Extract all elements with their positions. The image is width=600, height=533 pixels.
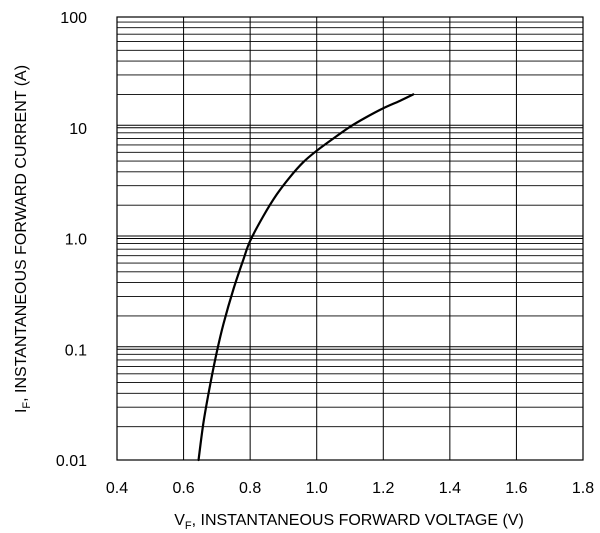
x-tick-label: 1.2 (372, 480, 394, 497)
y-axis-title-rest: , INSTANTANEOUS FORWARD CURRENT (A) (13, 65, 30, 402)
y-tick-label: 0.01 (56, 453, 87, 470)
x-tick-label: 1.4 (439, 480, 461, 497)
plot-frame (116, 16, 584, 461)
x-tick-label: 0.8 (239, 480, 261, 497)
y-tick-label: 1.0 (65, 232, 87, 249)
plot-border (116, 16, 584, 461)
y-tick-labels: 0.01 0.1 1.0 10 100 (56, 10, 87, 470)
x-tick-label: 1.8 (572, 480, 594, 497)
x-tick-labels: 0.4 0.6 0.8 1.0 1.2 1.4 1.6 1.8 (106, 480, 594, 497)
x-tick-label: 1.0 (306, 480, 328, 497)
grid-lines (116, 16, 584, 461)
y-axis-title-main: I (13, 409, 30, 413)
x-tick-label: 0.4 (106, 480, 128, 497)
y-axis-title-subscript: F (21, 402, 33, 409)
x-tick-label: 1.6 (505, 480, 527, 497)
y-tick-label: 0.1 (65, 342, 87, 359)
series-layer (197, 93, 415, 462)
x-axis-title: VF, INSTANTANEOUS FORWARD VOLTAGE (V) (174, 512, 524, 532)
forward-current-curve (197, 93, 415, 462)
x-axis-title-rest: , INSTANTANEOUS FORWARD VOLTAGE (V) (192, 512, 524, 529)
x-axis-title-main: V (174, 512, 185, 529)
y-axis-title: IF, INSTANTANEOUS FORWARD CURRENT (A) (13, 65, 33, 413)
x-axis-title-subscript: F (185, 520, 192, 532)
y-tick-label: 10 (69, 121, 87, 138)
x-tick-label: 0.6 (172, 480, 194, 497)
y-tick-label: 100 (60, 10, 87, 27)
